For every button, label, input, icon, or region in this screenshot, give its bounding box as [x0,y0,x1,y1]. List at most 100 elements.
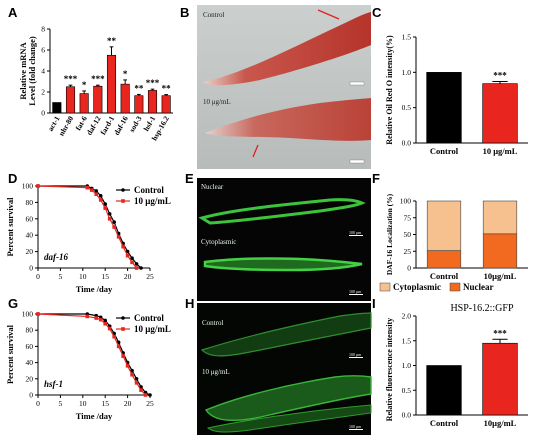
significance-mark: * [82,80,87,90]
micrograph-label-control: Control [202,319,223,327]
survival-point [134,377,139,381]
x-tick-label: Control [430,418,459,428]
y-tick-label: 60 [26,342,34,351]
gene-annotation: daf-16 [44,252,68,262]
x-tick-label: 10μg/mL [484,271,517,281]
scale-text: 100 μm [349,289,362,294]
survival-point [107,326,112,331]
stacked-bar-segment [482,233,518,269]
bar [93,85,103,114]
survival-point [36,312,40,316]
survival-point [107,217,112,221]
y-tick-label: 40 [26,358,34,367]
y-tick-label: 0.0 [402,411,412,420]
panel-letter-h: H [185,296,194,311]
survival-point [125,249,130,254]
scale-text: 100 μm [349,424,362,429]
panel-letter-c: C [372,5,382,20]
hsp16-gfp-micrograph: Control 10 μg/mL 100 μm 100 μm [197,303,372,435]
survival-point [103,318,107,323]
significance-mark: *** [146,78,160,88]
scale-bar [349,294,363,295]
y-tick-label: 100 [22,310,34,319]
x-axis-label: Time /day [76,411,113,421]
y-tick-label: 20 [26,374,34,383]
x-tick-label: 5 [59,272,63,281]
bar [52,102,62,114]
x-tick-label: sod-3 [127,114,143,134]
worm-nuclear [198,198,366,225]
chart-title: HSP-16.2::GFP [450,303,514,314]
survival-point [134,381,139,385]
bar [161,95,171,114]
x-tick-label: 10μg/mL [484,418,517,428]
legend-label-cytoplasmic: Cytoplasmic [393,282,441,292]
survival-point [134,262,139,266]
y-tick-label: 0.5 [402,103,412,112]
y-axis-label: Relative Oil Red O intensity(%) [385,35,394,145]
scale-bar [349,81,365,86]
x-tick-label: 20 [124,399,132,408]
legend-marker-treated [121,327,125,331]
bar [482,342,518,416]
legend-marker-control [121,188,125,192]
legend-marker-treated [121,199,125,203]
y-tick-label: 75 [404,213,412,222]
survival-point [85,185,90,190]
y-tick-label: 50 [404,230,412,239]
x-tick-label: 20 [124,272,132,281]
y-tick-label: 0 [407,264,411,273]
daf16-gfp-micrograph: Nuclear Cytoplasmic 100 μm 100 μm [197,178,371,301]
scale-bar [349,159,365,164]
bar [426,72,462,144]
worm-treated-gfp [204,375,372,422]
y-tick-label: 4 [41,67,45,76]
x-tick-label: 10 μg/mL [483,146,518,156]
oil-red-micrograph: Control 10 μg/mL [197,5,371,169]
legend-label-nuclear: Nuclear [463,282,494,292]
panel-letter-g: G [8,296,18,311]
y-tick-label: 0 [41,109,45,118]
y-tick-label: 25 [404,247,412,256]
survival-point [36,184,40,188]
survival-point [85,314,90,319]
legend-label-treated: 10 μg/mL [134,324,171,334]
x-tick-label: 25 [146,399,154,408]
survival-point [125,253,130,258]
y-tick-label: 20 [26,247,34,256]
survival-point [121,244,125,249]
survival-point [130,368,134,373]
bar [147,90,158,114]
micrograph-label-cytoplasmic: Cytoplasmic [201,238,236,246]
survival-point [89,188,94,192]
legend-label-treated: 10 μg/mL [134,196,171,206]
bar [426,365,462,416]
y-tick-label: 1.0 [402,361,412,370]
survival-point [103,321,107,326]
y-tick-label: 0.5 [402,386,412,395]
x-tick-label: Control [430,271,459,281]
survival-point [130,372,134,377]
stacked-bar-segment [426,250,462,269]
worm-treated-gfp-2 [206,404,372,433]
y-tick-label: 2 [41,88,45,97]
x-tick-label: 0 [36,272,40,281]
x-tick-label: 15 [101,399,109,408]
bar [120,83,130,114]
x-tick-label: 25 [146,272,154,281]
x-tick-label: 0 [36,399,40,408]
panel-letter-f: F [372,171,380,186]
survival-point [116,344,121,349]
significance-mark: *** [91,74,105,84]
x-axis-label: Time /day [76,284,113,294]
significance-mark: *** [493,71,507,81]
micrograph-label-nuclear: Nuclear [201,183,224,191]
survival-point [103,202,107,206]
arrow-control [317,9,340,20]
y-tick-label: 1.5 [402,33,412,42]
survival-point [98,317,103,322]
panel-letter-e: E [185,171,194,186]
x-tick-label: 10 [79,272,87,281]
survival-point [112,334,116,339]
